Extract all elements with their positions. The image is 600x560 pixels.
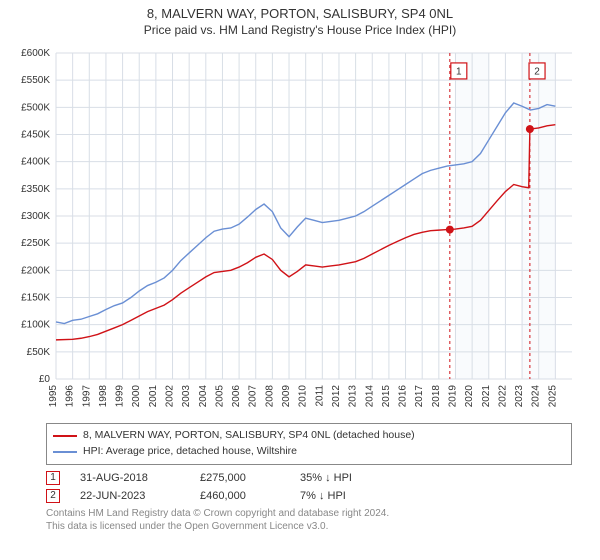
x-tick-label: 2014 — [364, 385, 375, 408]
x-tick-label: 1997 — [81, 385, 92, 408]
y-tick-label: £300K — [21, 211, 50, 222]
y-tick-label: £0 — [39, 374, 51, 385]
x-tick-label: 2023 — [514, 385, 525, 408]
x-tick-label: 1998 — [98, 385, 109, 408]
x-tick-label: 2018 — [431, 385, 442, 408]
chart-container: 8, MALVERN WAY, PORTON, SALISBURY, SP4 0… — [0, 0, 600, 560]
y-tick-label: £550K — [21, 75, 50, 86]
y-tick-label: £200K — [21, 265, 50, 276]
footer-line1: Contains HM Land Registry data © Crown c… — [46, 507, 572, 520]
x-tick-label: 2010 — [298, 385, 309, 408]
event-diff: 35% ↓ HPI — [300, 472, 352, 484]
x-tick-label: 2007 — [248, 385, 259, 408]
legend: 8, MALVERN WAY, PORTON, SALISBURY, SP4 0… — [46, 423, 572, 465]
x-tick-label: 2008 — [264, 385, 275, 408]
y-tick-label: £250K — [21, 238, 50, 249]
x-tick-label: 1999 — [115, 385, 126, 408]
event-point — [446, 226, 454, 234]
x-tick-label: 2024 — [531, 385, 542, 408]
x-tick-label: 2001 — [148, 385, 159, 408]
event-diff: 7% ↓ HPI — [300, 490, 346, 502]
x-tick-label: 2013 — [348, 385, 359, 408]
x-tick-label: 1995 — [48, 385, 59, 408]
x-tick-label: 2021 — [481, 385, 492, 408]
x-tick-label: 2015 — [381, 385, 392, 408]
legend-swatch — [53, 451, 77, 453]
chart-subtitle: Price paid vs. HM Land Registry's House … — [0, 23, 600, 37]
y-tick-label: £350K — [21, 184, 50, 195]
chart-area: £0 £50K £100K £150K £200K £250K £300K £350K £400… — [0, 39, 600, 419]
y-tick-label: £600K — [21, 48, 50, 59]
y-tick-label: £50K — [27, 347, 51, 358]
x-tick-label: 2003 — [181, 385, 192, 408]
x-tick-label: 2011 — [314, 385, 325, 407]
event-date: 31-AUG-2018 — [80, 472, 180, 484]
x-tick-label: 2004 — [198, 385, 209, 408]
title-block: 8, MALVERN WAY, PORTON, SALISBURY, SP4 0… — [0, 0, 600, 39]
x-tick-label: 2017 — [414, 385, 425, 408]
y-tick-label: £150K — [21, 293, 50, 304]
x-tick-label: 2005 — [214, 385, 225, 408]
event-date: 22-JUN-2023 — [80, 490, 180, 502]
event-row: 1 31-AUG-2018 £275,000 35% ↓ HPI — [46, 471, 572, 485]
footer-attribution: Contains HM Land Registry data © Crown c… — [46, 507, 572, 533]
event-marker-icon: 1 — [46, 471, 60, 485]
x-tick-label: 2020 — [464, 385, 475, 408]
legend-label: 8, MALVERN WAY, PORTON, SALISBURY, SP4 0… — [83, 428, 415, 444]
event-marker-num: 2 — [534, 67, 540, 78]
events-table: 1 31-AUG-2018 £275,000 35% ↓ HPI 2 22-JUN-202… — [46, 471, 572, 503]
y-tick-label: £500K — [21, 102, 50, 113]
x-tick-label: 2016 — [398, 385, 409, 408]
x-tick-label: 2025 — [547, 385, 558, 408]
chart-svg: £0 £50K £100K £150K £200K £250K £300K £350K £400… — [0, 39, 600, 419]
legend-label: HPI: Average price, detached house, Wilt… — [83, 444, 297, 460]
footer-line2: This data is licensed under the Open Gov… — [46, 520, 572, 533]
event-marker-icon: 2 — [46, 489, 60, 503]
event-price: £275,000 — [200, 472, 280, 484]
event-point — [526, 125, 534, 133]
legend-row: 8, MALVERN WAY, PORTON, SALISBURY, SP4 0… — [53, 428, 565, 444]
x-tick-label: 2019 — [447, 385, 458, 408]
y-tick-label: £100K — [21, 320, 50, 331]
x-tick-label: 1996 — [65, 385, 76, 408]
event-row: 2 22-JUN-2023 £460,000 7% ↓ HPI — [46, 489, 572, 503]
event-price: £460,000 — [200, 490, 280, 502]
x-tick-label: 2022 — [497, 385, 508, 408]
x-tick-label: 2012 — [331, 385, 342, 408]
x-tick-label: 2006 — [231, 385, 242, 408]
x-tick-label: 2009 — [281, 385, 292, 408]
event-marker-num: 1 — [456, 67, 462, 78]
chart-title: 8, MALVERN WAY, PORTON, SALISBURY, SP4 0… — [0, 6, 600, 21]
y-tick-label: £450K — [21, 130, 50, 141]
x-tick-label: 2002 — [165, 385, 176, 408]
legend-swatch — [53, 435, 77, 437]
x-tick-label: 2000 — [131, 385, 142, 408]
y-tick-label: £400K — [21, 157, 50, 168]
legend-row: HPI: Average price, detached house, Wilt… — [53, 444, 565, 460]
